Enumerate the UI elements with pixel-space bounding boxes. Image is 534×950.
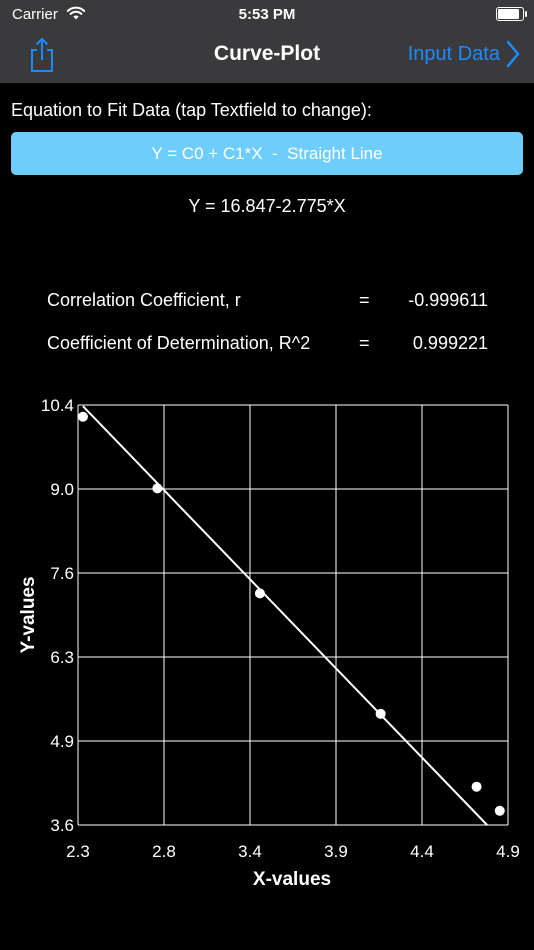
data-point	[152, 483, 163, 494]
x-axis-label: X-values	[253, 869, 331, 890]
correlation-value: -0.999611	[408, 290, 488, 310]
correlation-equals: =	[359, 290, 370, 310]
y-tick-label: 9.0	[50, 480, 74, 499]
navigation-bar: Curve-Plot Input Data	[0, 28, 534, 83]
data-point	[494, 805, 505, 816]
wifi-icon	[66, 6, 86, 20]
y-tick-label: 6.3	[50, 648, 74, 667]
equation-textfield[interactable]	[11, 132, 523, 175]
equation-label: Equation to Fit Data (tap Textfield to c…	[11, 100, 372, 120]
status-bar: Carrier 5:53 PM	[0, 0, 534, 28]
chevron-right-icon[interactable]	[506, 40, 520, 68]
y-tick-label: 4.9	[50, 732, 74, 751]
input-data-button[interactable]: Input Data	[407, 43, 500, 65]
data-point	[471, 781, 482, 792]
y-tick-label: 7.6	[50, 564, 74, 583]
share-icon[interactable]	[28, 37, 56, 73]
determination-value: 0.999221	[412, 333, 488, 353]
y-tick-label: 10.4	[41, 396, 74, 415]
battery-icon	[496, 7, 527, 21]
data-point	[254, 588, 265, 599]
x-tick-label: 4.9	[496, 842, 520, 861]
data-point	[77, 411, 88, 422]
y-axis-label: Y-values	[18, 576, 39, 653]
carrier-label: Carrier	[12, 6, 58, 23]
x-tick-label: 4.4	[410, 842, 434, 861]
determination-label: Coefficient of Determination, R^2	[47, 333, 311, 353]
y-tick-label: 3.6	[50, 816, 74, 835]
determination-equals: =	[359, 333, 370, 353]
x-tick-label: 3.4	[238, 842, 262, 861]
x-tick-label: 2.3	[66, 842, 90, 861]
page-title: Curve-Plot	[213, 42, 321, 65]
x-tick-label: 3.9	[324, 842, 348, 861]
correlation-label: Correlation Coefficient, r	[47, 290, 241, 310]
data-point	[375, 708, 386, 719]
status-time: 5:53 PM	[238, 6, 296, 23]
fit-equation-result: Y = 16.847-2.775*X	[188, 196, 346, 216]
scatter-chart: 2.3 2.8 3.4 3.9 4.4 4.9 10.4 9.0 7.6 6.3 4.9 3.6 X-v…	[18, 396, 520, 890]
fit-line	[82, 405, 488, 826]
x-tick-label: 2.8	[152, 842, 176, 861]
